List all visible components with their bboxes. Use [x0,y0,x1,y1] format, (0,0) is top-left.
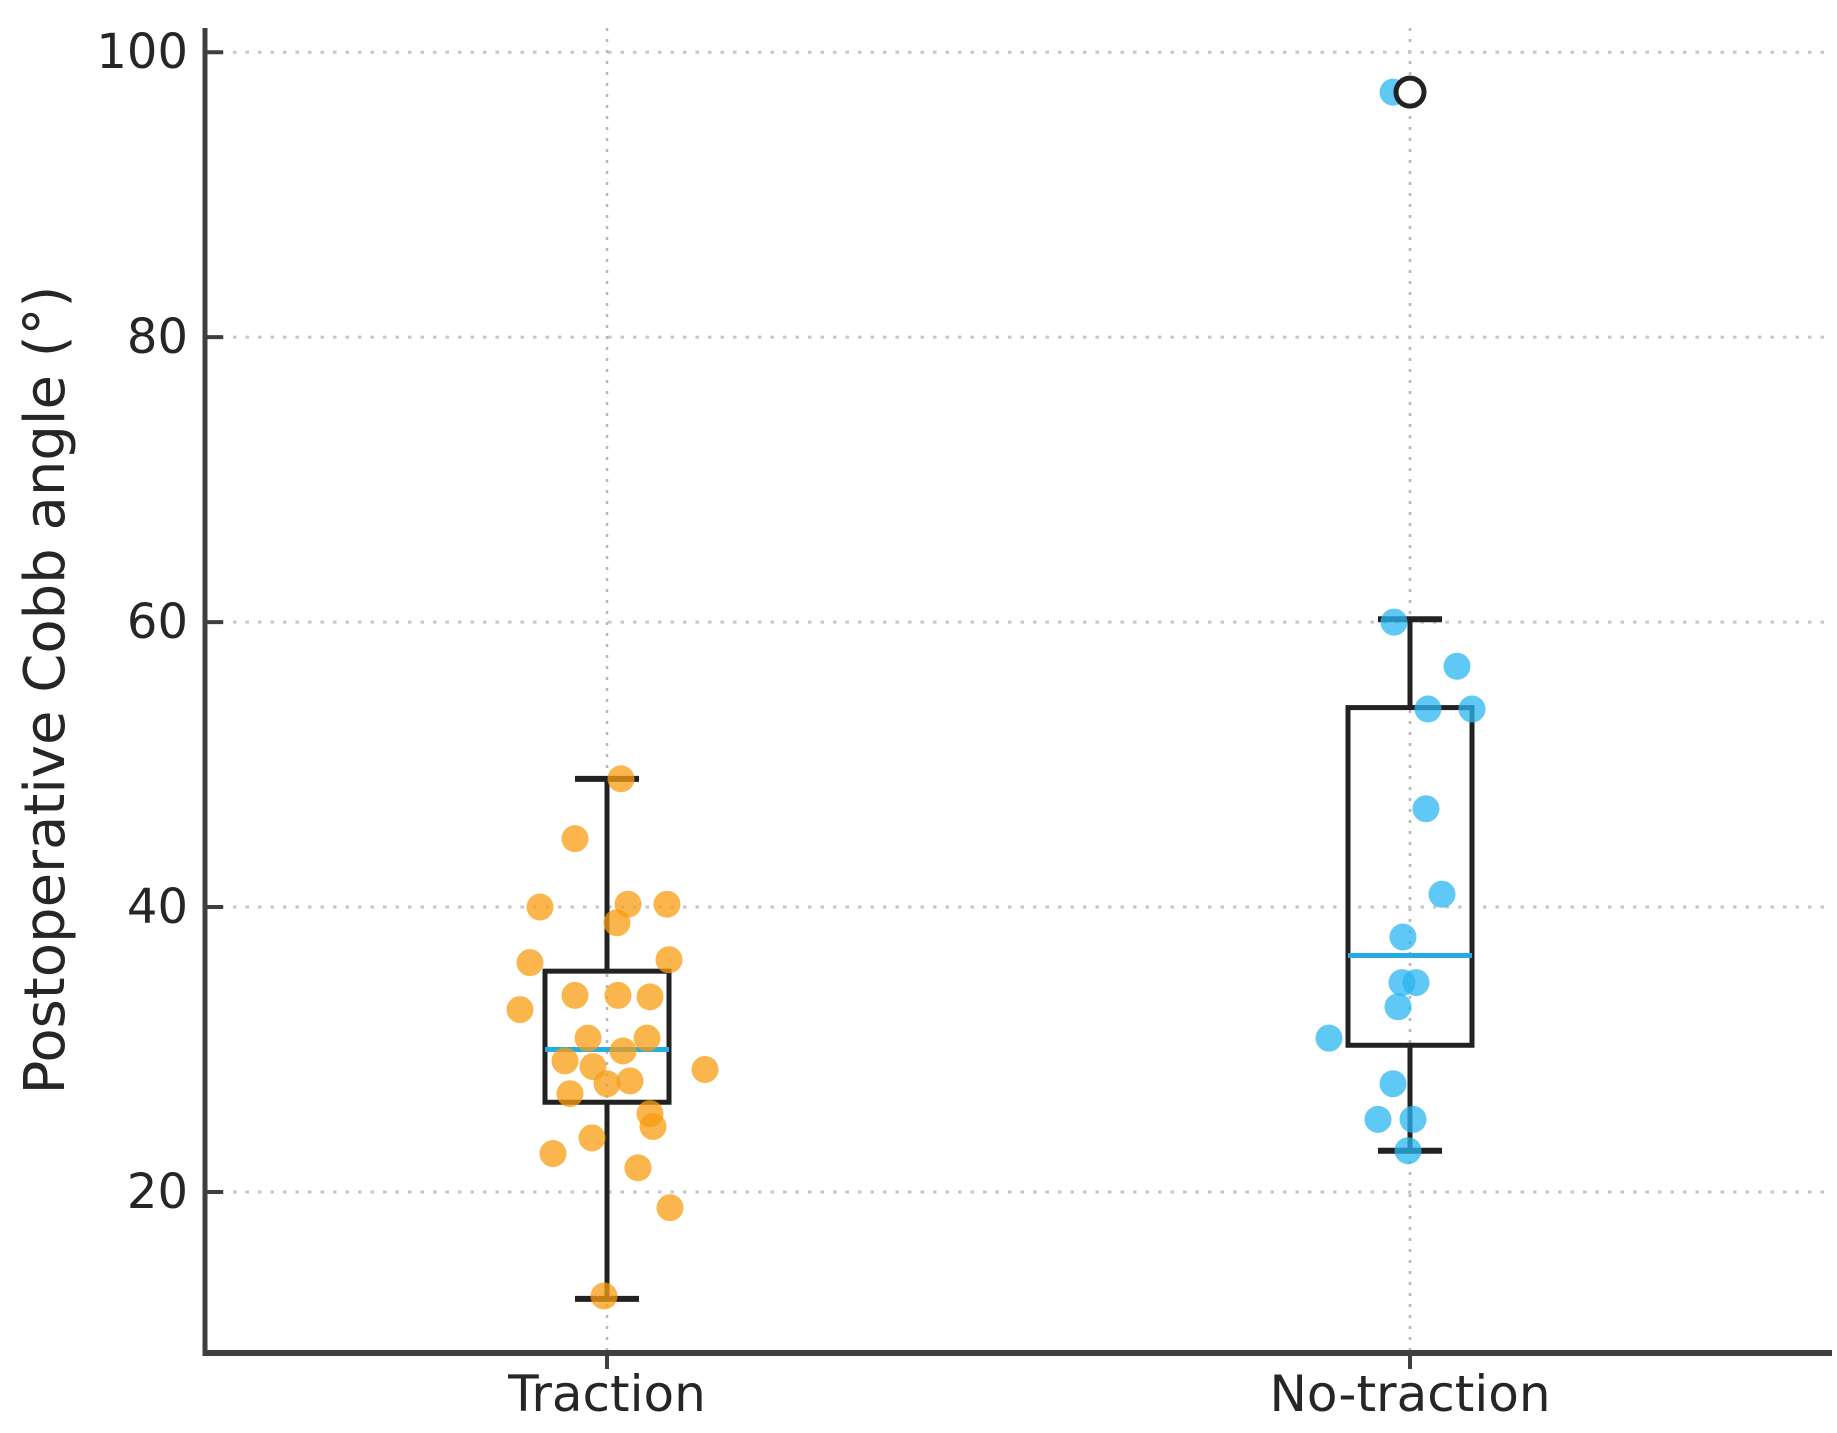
scatter-point [1414,695,1442,723]
scatter-point [604,981,632,1009]
x-tick-label: No-traction [1269,1365,1550,1423]
scatter-point [1315,1024,1343,1052]
box [542,968,672,1105]
scatter-point [603,909,631,937]
scatter-point [653,890,681,918]
y-tick-label: 100 [96,24,188,80]
scatter-point [516,949,544,977]
scatter-point [1428,880,1456,908]
scatter-point [506,996,534,1024]
scatter-point [1389,923,1417,951]
scatter-point [633,1024,661,1052]
scatter-point [616,1067,644,1095]
scatter-point [1458,695,1486,723]
scatter-point [639,1112,667,1140]
outlier-marker [1393,75,1427,109]
scatter-point [551,1047,579,1075]
scatter-point [561,825,589,853]
box [1345,705,1475,1048]
scatter-point [1443,652,1471,680]
scatter-point [1394,1137,1422,1165]
y-tick-label: 60 [127,594,188,650]
scatter-point [609,1037,637,1065]
x-tick-label: Traction [507,1365,706,1423]
scatter-point [1384,993,1412,1021]
scatter-point [574,1024,602,1052]
y-axis-label: Postoperative Cobb angle (°) [13,286,78,1095]
scatter-point [1399,1105,1427,1133]
scatter-point [636,983,664,1011]
y-tick-label: 80 [127,309,188,365]
scatter-point [1364,1105,1392,1133]
scatter-point [691,1055,719,1083]
scatter-point [656,1194,684,1222]
scatter-point [1402,969,1430,997]
scatter-point [607,765,635,793]
scatter-point [624,1154,652,1182]
y-tick-label: 20 [127,1164,188,1220]
scatter-point [1380,608,1408,636]
scatter-point [593,1070,621,1098]
scatter-point [561,981,589,1009]
scatter-point [526,893,554,921]
y-tick-label: 40 [127,879,188,935]
scatter-point [578,1124,606,1152]
scatter-point [539,1140,567,1168]
scatter-point [556,1080,584,1108]
scatter-point [655,946,683,974]
scatter-point [1412,795,1440,823]
scatter-point [1379,1070,1407,1098]
scatter-point [590,1282,618,1310]
